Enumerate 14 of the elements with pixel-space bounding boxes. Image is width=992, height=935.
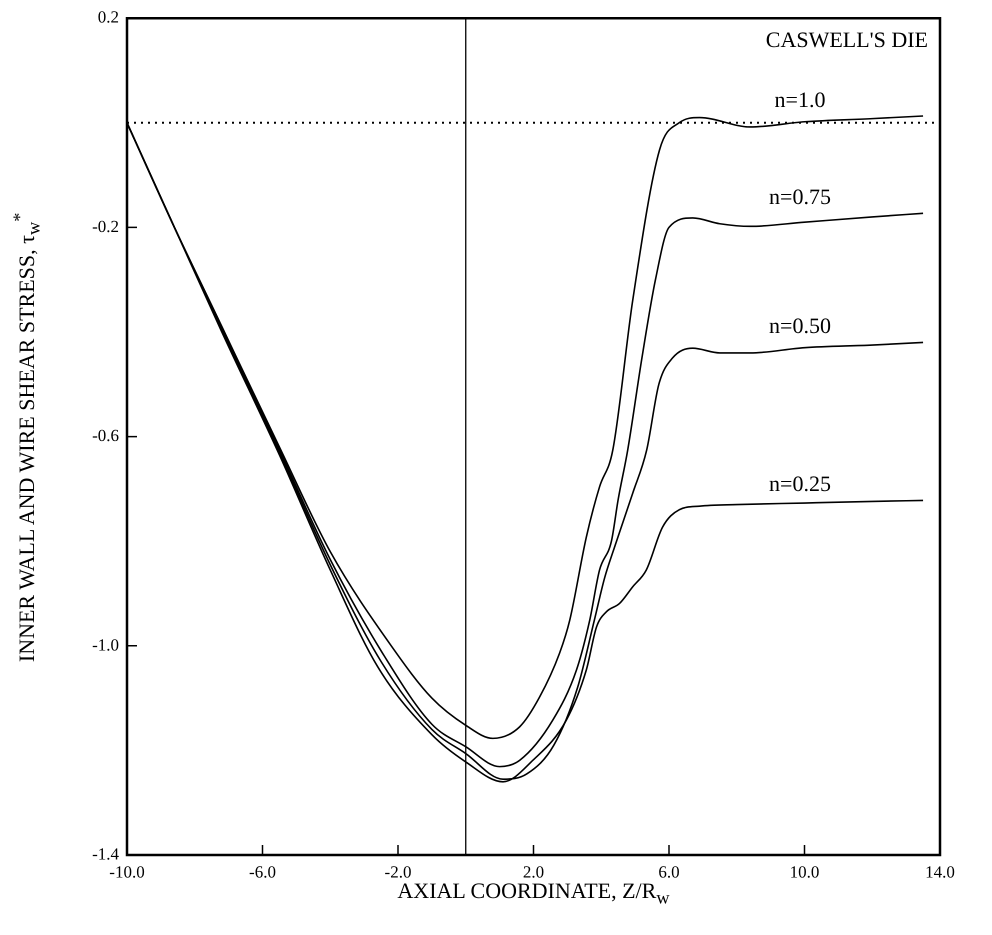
y-tick-label: -0.2 <box>92 216 119 236</box>
series-label: n=0.75 <box>769 184 831 210</box>
series-label: n=0.50 <box>769 313 831 338</box>
y-tick-label: -0.6 <box>92 426 119 446</box>
y-tick-label: -1.4 <box>92 844 120 864</box>
series-label: n=1.0 <box>774 86 826 112</box>
x-tick-label: 14.0 <box>925 862 955 882</box>
x-tick-label: -10.0 <box>109 862 145 882</box>
y-tick-label: 0.2 <box>98 8 119 27</box>
series-label: n=0.25 <box>769 471 831 496</box>
x-tick-label: 10.0 <box>790 862 820 882</box>
x-tick-label: -6.0 <box>249 862 276 882</box>
y-tick-label: -1.0 <box>92 635 119 654</box>
annotation: CASWELL'S DIE <box>766 26 928 52</box>
